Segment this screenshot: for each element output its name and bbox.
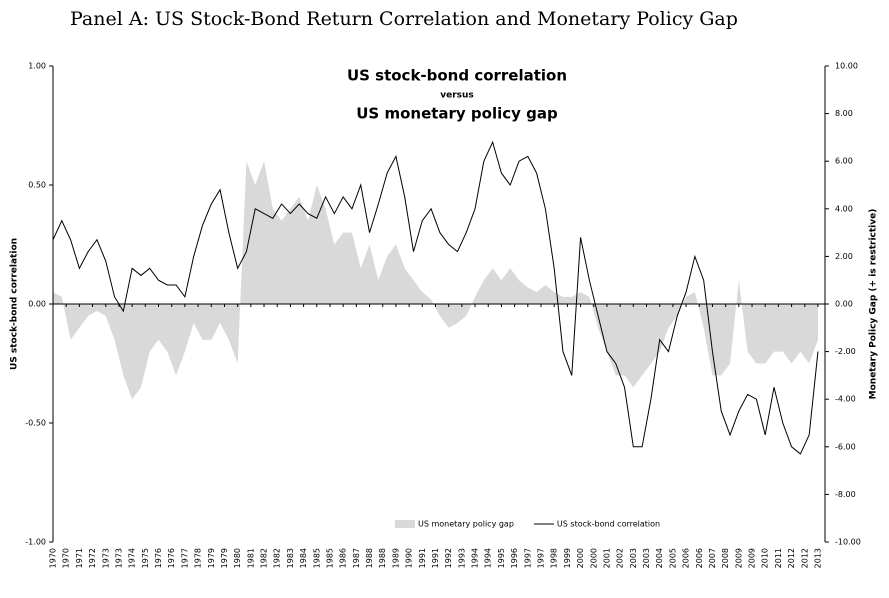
x-tick-label: 2004 xyxy=(655,548,664,568)
x-tick-label: 1991 xyxy=(431,548,440,568)
x-tick-label: 1976 xyxy=(167,548,176,568)
x-tick-label: 1997 xyxy=(536,548,545,568)
y2-tick-label: 10.00 xyxy=(835,62,858,71)
x-tick-label: 1981 xyxy=(246,548,255,568)
x-tick-label: 1988 xyxy=(365,548,374,568)
y2-tick-label: -10.00 xyxy=(835,538,861,547)
x-tick-label: 1989 xyxy=(391,548,400,568)
x-tick-label: 1991 xyxy=(418,548,427,568)
x-tick-label: 2012 xyxy=(800,548,809,568)
x-tick-label: 1972 xyxy=(88,548,97,568)
x-tick-label: 1993 xyxy=(457,548,466,568)
x-tick-label: 1990 xyxy=(405,548,414,568)
x-tick-label: 1974 xyxy=(128,548,137,568)
y-tick-label: 0.50 xyxy=(28,181,46,190)
y2-tick-label: -4.00 xyxy=(835,395,856,404)
annotation: US stock-bond correlation xyxy=(347,67,567,85)
legend-swatch xyxy=(395,520,415,528)
x-tick-label: 1986 xyxy=(339,548,348,568)
annotation: versus xyxy=(440,91,474,101)
x-tick-label: 2007 xyxy=(708,548,717,568)
line xyxy=(52,140,819,455)
x-tick-label: 1975 xyxy=(141,548,150,568)
x-tick-label: 2003 xyxy=(642,548,651,568)
x-tick-label: 1985 xyxy=(312,548,321,568)
x-tick-label: 1998 xyxy=(550,548,559,568)
y2-tick-label: -6.00 xyxy=(835,442,856,451)
x-tick-label: 2008 xyxy=(721,548,730,568)
x-tick-label: 1982 xyxy=(260,548,269,568)
x-tick-label: 1979 xyxy=(220,548,229,568)
x-tick-label: 1994 xyxy=(471,548,480,568)
x-tick-label: 1984 xyxy=(299,548,308,568)
x-tick-label: 2006 xyxy=(682,548,691,568)
y2-tick-label: 6.00 xyxy=(835,157,853,166)
x-tick-label: 1988 xyxy=(378,548,387,568)
x-tick-label: 1971 xyxy=(75,548,84,568)
x-tick-label: 2012 xyxy=(787,548,796,568)
legend-label: US stock-bond correlation xyxy=(557,520,660,529)
y-tick-label: -0.50 xyxy=(25,419,46,428)
x-tick-label: 1992 xyxy=(444,548,453,568)
x-tick-label: 1999 xyxy=(563,548,572,568)
x-tick-label: 2009 xyxy=(748,548,757,568)
x-tick-label: 1979 xyxy=(207,548,216,568)
x-tick-label: 1982 xyxy=(273,548,282,568)
y2-tick-label: -8.00 xyxy=(835,490,856,499)
y-tick-label: 0.00 xyxy=(28,300,46,309)
x-tick-label: 1970 xyxy=(62,548,71,568)
x-tick-label: 2001 xyxy=(602,548,611,568)
x-tick-label: 1980 xyxy=(233,548,242,568)
y2-axis-label: Monetary Policy Gap (+ is restrictive) xyxy=(869,209,879,400)
x-tick-label: 2010 xyxy=(761,548,770,568)
x-tick-label: 1994 xyxy=(484,548,493,568)
y-tick-label: -1.00 xyxy=(25,538,46,547)
x-tick-label: 2005 xyxy=(668,548,677,568)
y2-tick-label: 4.00 xyxy=(835,204,853,213)
x-tick-label: 1997 xyxy=(523,548,532,568)
y-tick-label: 1.00 xyxy=(28,62,46,71)
x-tick-label: 2013 xyxy=(813,548,822,568)
chart-title: Panel A: US Stock-Bond Return Correlatio… xyxy=(70,8,738,30)
y2-tick-label: -2.00 xyxy=(835,347,856,356)
x-tick-label: 1973 xyxy=(114,548,123,568)
x-tick-label: 2006 xyxy=(695,548,704,568)
y2-tick-label: 8.00 xyxy=(835,109,853,118)
x-tick-label: 2000 xyxy=(576,548,585,568)
y-axis-label: US stock-bond correlation xyxy=(10,238,20,370)
x-tick-label: 1970 xyxy=(49,548,58,568)
x-tick-label: 2002 xyxy=(616,548,625,568)
x-tick-label: 2009 xyxy=(734,548,743,568)
x-tick-label: 1976 xyxy=(154,548,163,568)
legend-label: US monetary policy gap xyxy=(418,520,514,529)
area xyxy=(53,161,818,400)
annotation: US monetary policy gap xyxy=(356,105,558,123)
y2-tick-label: 2.00 xyxy=(835,252,853,261)
x-tick-label: 2011 xyxy=(774,548,783,568)
x-tick-label: 1983 xyxy=(286,548,295,568)
x-tick-label: 1996 xyxy=(510,548,519,568)
x-tick-label: 1977 xyxy=(180,548,189,568)
x-tick-label: 1978 xyxy=(194,548,203,568)
x-tick-label: 2000 xyxy=(589,548,598,568)
x-tick-label: 1987 xyxy=(352,548,361,568)
x-tick-label: 1973 xyxy=(101,548,110,568)
x-tick-label: 1985 xyxy=(325,548,334,568)
x-tick-label: 1995 xyxy=(497,548,506,568)
x-tick-label: 2003 xyxy=(629,548,638,568)
y2-tick-label: 0.00 xyxy=(835,300,853,309)
